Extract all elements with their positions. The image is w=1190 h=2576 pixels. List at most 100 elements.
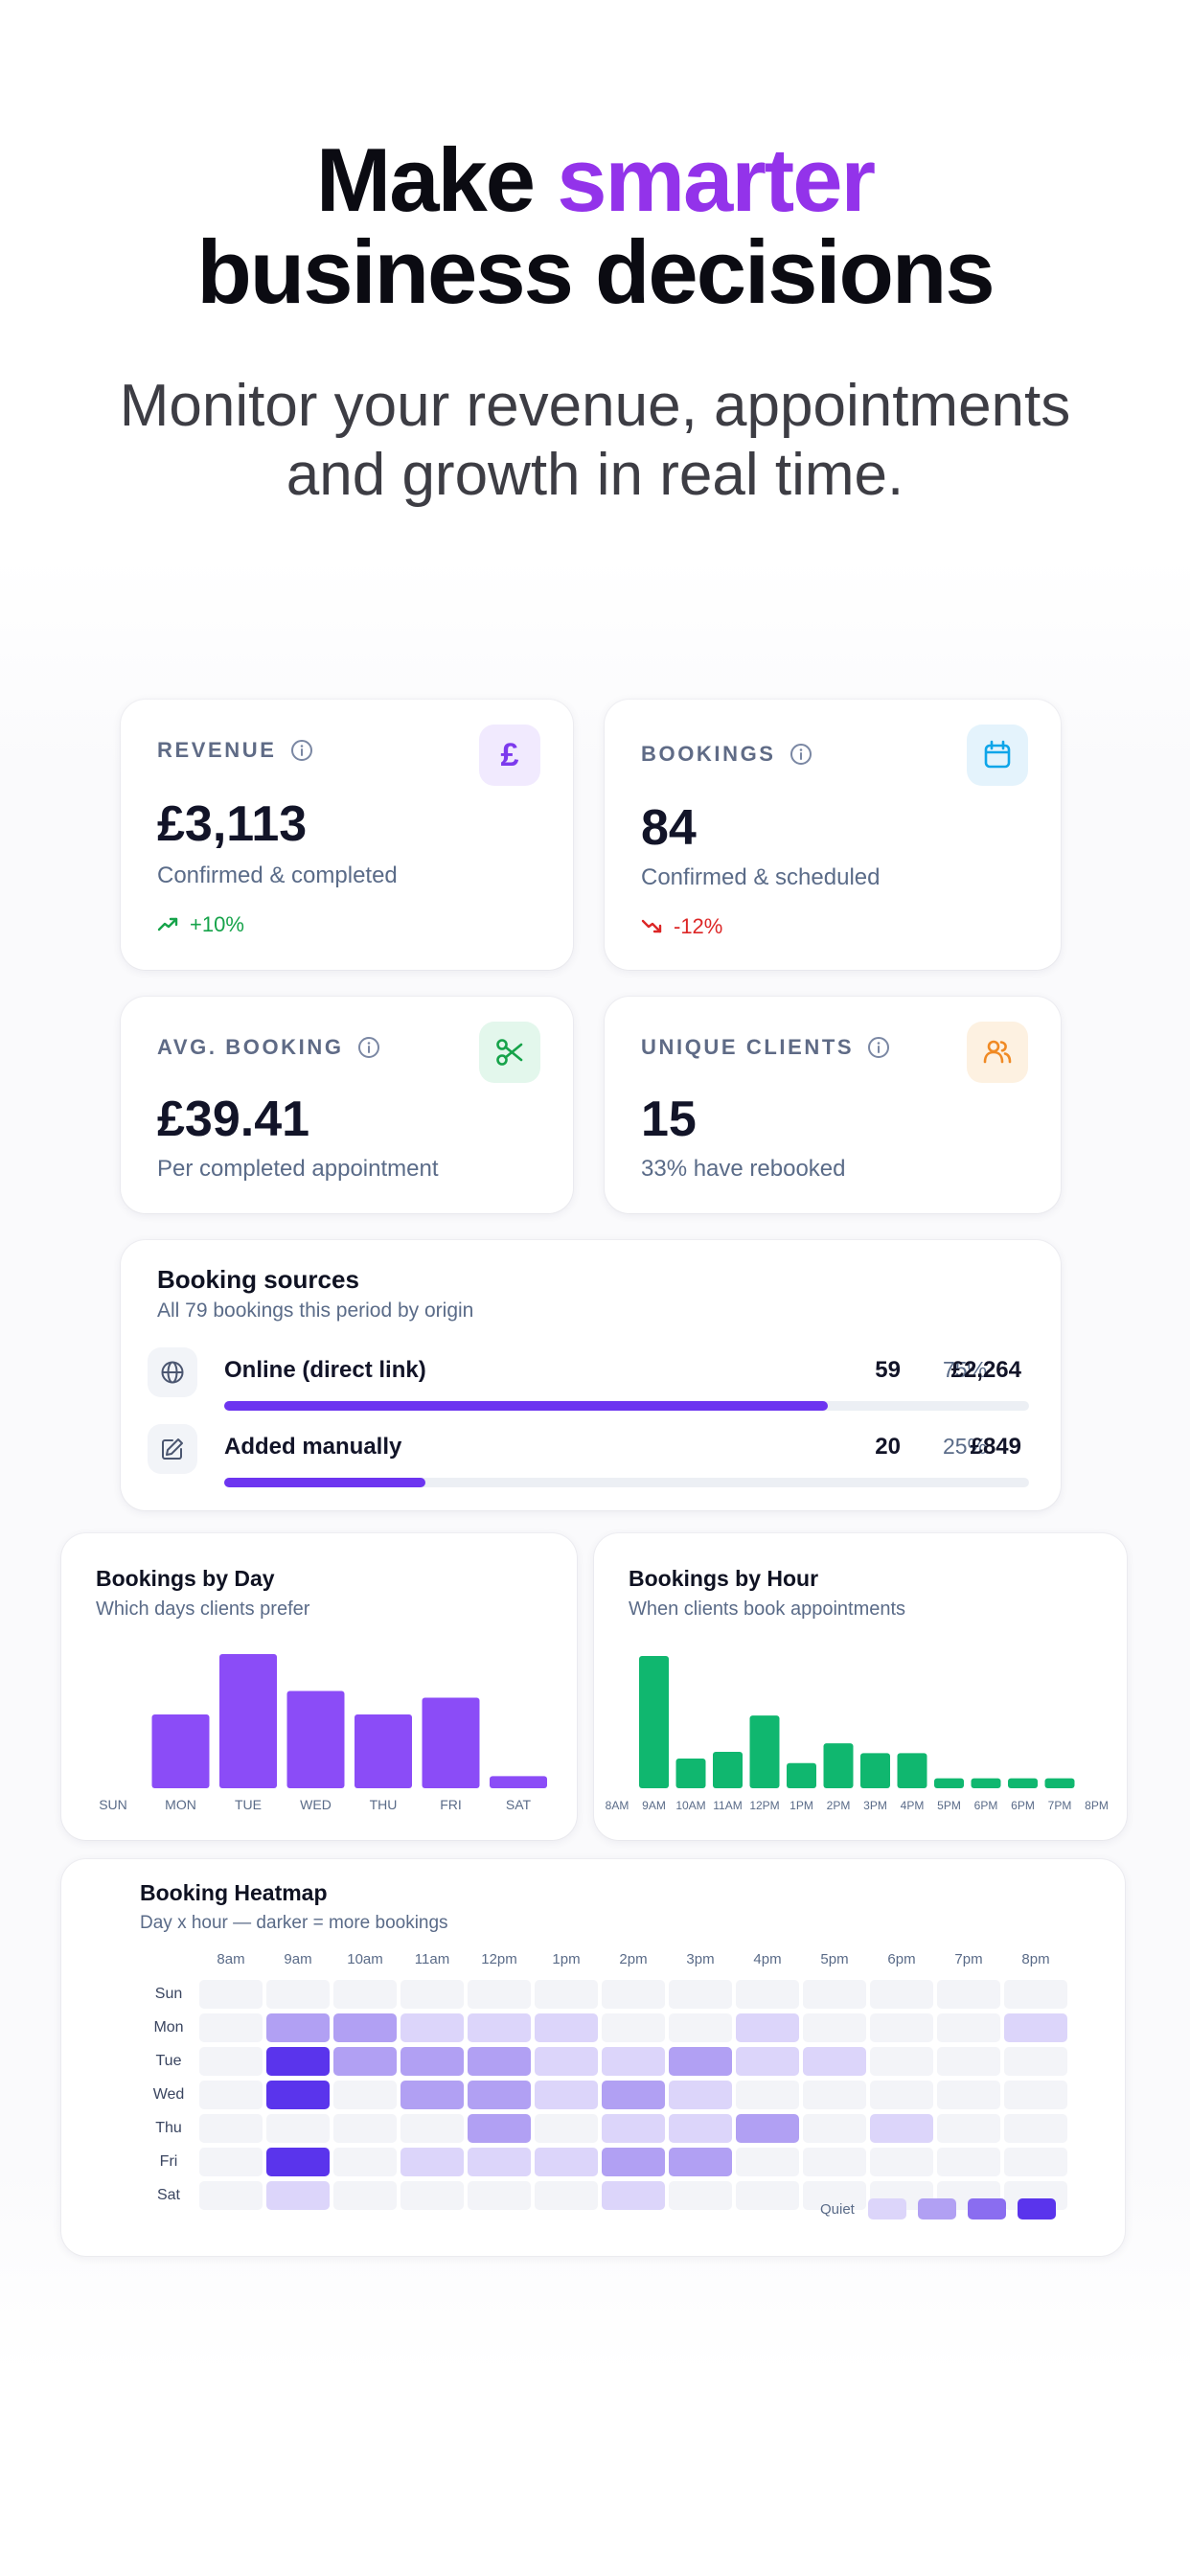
heatmap-cell[interactable]	[266, 2148, 330, 2176]
heatmap-cell[interactable]	[1004, 1980, 1067, 2009]
heatmap-cell[interactable]	[535, 2148, 598, 2176]
info-icon[interactable]	[290, 739, 313, 762]
heatmap-cell[interactable]	[400, 1980, 464, 2009]
heatmap-cell[interactable]	[602, 2081, 665, 2109]
heatmap-cell[interactable]	[937, 2081, 1000, 2109]
heatmap-cell[interactable]	[602, 2013, 665, 2042]
heatmap-cell[interactable]	[937, 1980, 1000, 2009]
heatmap-cell[interactable]	[736, 2114, 799, 2143]
heatmap-cell[interactable]	[937, 2013, 1000, 2042]
heatmap-cell[interactable]	[199, 2081, 263, 2109]
heatmap-cell[interactable]	[400, 2047, 464, 2076]
heatmap-cell[interactable]	[333, 2148, 397, 2176]
heatmap-cell[interactable]	[937, 2148, 1000, 2176]
heatmap-cell[interactable]	[1004, 2114, 1067, 2143]
heatmap-cell[interactable]	[535, 2013, 598, 2042]
info-icon[interactable]	[867, 1036, 890, 1059]
heatmap-cell[interactable]	[199, 2148, 263, 2176]
heatmap-cell[interactable]	[803, 2013, 866, 2042]
heatmap-cell[interactable]	[1004, 2148, 1067, 2176]
heatmap-cell[interactable]	[468, 2013, 531, 2042]
heatmap-cell[interactable]	[870, 2047, 933, 2076]
heatmap-cell[interactable]	[803, 2114, 866, 2143]
heatmap-cell[interactable]	[803, 2181, 866, 2210]
heatmap-cell[interactable]	[602, 2047, 665, 2076]
heatmap-cell[interactable]	[602, 2181, 665, 2210]
heatmap-cell[interactable]	[199, 2013, 263, 2042]
heatmap-cell[interactable]	[736, 2047, 799, 2076]
heatmap-cell[interactable]	[333, 2114, 397, 2143]
heatmap-cell[interactable]	[669, 1980, 732, 2009]
heatmap-cell[interactable]	[400, 2114, 464, 2143]
avg-booking-card[interactable]: AVG. BOOKING £39.41 Per completed appoin…	[121, 997, 573, 1213]
heatmap-cell[interactable]	[266, 2181, 330, 2210]
heatmap-cell[interactable]	[602, 1980, 665, 2009]
heatmap-cell[interactable]	[669, 2047, 732, 2076]
heatmap-cell[interactable]	[468, 2114, 531, 2143]
heatmap-cell[interactable]	[400, 2181, 464, 2210]
heatmap-cell[interactable]	[1004, 2081, 1067, 2109]
heatmap-cell[interactable]	[602, 2114, 665, 2143]
heatmap-cell[interactable]	[736, 2013, 799, 2042]
heatmap-cell[interactable]	[333, 2047, 397, 2076]
heatmap-cell[interactable]	[266, 2114, 330, 2143]
info-icon[interactable]	[357, 1036, 380, 1059]
heatmap-cell[interactable]	[333, 2181, 397, 2210]
heatmap-cell[interactable]	[669, 2181, 732, 2210]
heatmap-cell[interactable]	[669, 2013, 732, 2042]
unique-clients-card[interactable]: UNIQUE CLIENTS 15 33% have rebooked	[605, 997, 1061, 1213]
heatmap-cell[interactable]	[199, 2114, 263, 2143]
heatmap-cell[interactable]	[535, 2047, 598, 2076]
heatmap-cell[interactable]	[602, 2148, 665, 2176]
heatmap-cell[interactable]	[535, 2114, 598, 2143]
info-icon[interactable]	[790, 743, 812, 766]
heatmap-cell[interactable]	[400, 2013, 464, 2042]
source-row-manual[interactable]: Added manually 20 25% £849	[148, 1424, 1029, 1487]
heatmap-cell[interactable]	[199, 2047, 263, 2076]
heatmap-cell[interactable]	[468, 2148, 531, 2176]
heatmap-cell[interactable]	[803, 1980, 866, 2009]
heatmap-cell[interactable]	[400, 2081, 464, 2109]
heatmap-cell[interactable]	[736, 2148, 799, 2176]
heatmap-cell[interactable]	[468, 2081, 531, 2109]
heatmap-cell[interactable]	[736, 2081, 799, 2109]
heatmap-cell[interactable]	[736, 1980, 799, 2009]
heatmap-cell[interactable]	[468, 2181, 531, 2210]
heatmap-cell[interactable]	[1004, 2047, 1067, 2076]
bookings-card[interactable]: BOOKINGS 84 Confirmed & scheduled -12%	[605, 700, 1061, 970]
heatmap-cell[interactable]	[803, 2148, 866, 2176]
revenue-card[interactable]: REVENUE £ £3,113 Confirmed & completed +…	[121, 700, 573, 970]
source-row-online[interactable]: Online (direct link) 59 75% £2,264	[148, 1347, 1029, 1411]
heatmap-cell[interactable]	[266, 2047, 330, 2076]
heatmap-cell[interactable]	[266, 1980, 330, 2009]
chart-tick-label: 3PM	[863, 1799, 887, 1812]
heatmap-cell[interactable]	[333, 2081, 397, 2109]
heatmap-cell[interactable]	[333, 1980, 397, 2009]
heatmap-cell[interactable]	[870, 2081, 933, 2109]
heatmap-cell[interactable]	[400, 2148, 464, 2176]
heatmap-cell[interactable]	[669, 2148, 732, 2176]
heatmap-cell[interactable]	[468, 1980, 531, 2009]
heatmap-cell[interactable]	[803, 2081, 866, 2109]
heatmap-cell[interactable]	[333, 2013, 397, 2042]
heatmap-cell[interactable]	[870, 2013, 933, 2042]
heatmap-cell[interactable]	[1004, 2013, 1067, 2042]
heatmap-cell[interactable]	[669, 2114, 732, 2143]
heatmap-cell[interactable]	[199, 2181, 263, 2210]
heatmap-cell[interactable]	[870, 2148, 933, 2176]
heatmap-cell[interactable]	[266, 2081, 330, 2109]
heatmap-cell[interactable]	[468, 2047, 531, 2076]
heatmap-cell[interactable]	[870, 2114, 933, 2143]
heatmap-cell[interactable]	[535, 2181, 598, 2210]
heatmap-cell[interactable]	[736, 2181, 799, 2210]
heatmap-cell[interactable]	[803, 2047, 866, 2076]
chart-bar	[422, 1697, 480, 1788]
heatmap-cell[interactable]	[535, 2081, 598, 2109]
heatmap-cell[interactable]	[937, 2114, 1000, 2143]
heatmap-cell[interactable]	[669, 2081, 732, 2109]
heatmap-cell[interactable]	[199, 1980, 263, 2009]
heatmap-cell[interactable]	[937, 2047, 1000, 2076]
heatmap-cell[interactable]	[870, 1980, 933, 2009]
heatmap-cell[interactable]	[266, 2013, 330, 2042]
heatmap-cell[interactable]	[535, 1980, 598, 2009]
